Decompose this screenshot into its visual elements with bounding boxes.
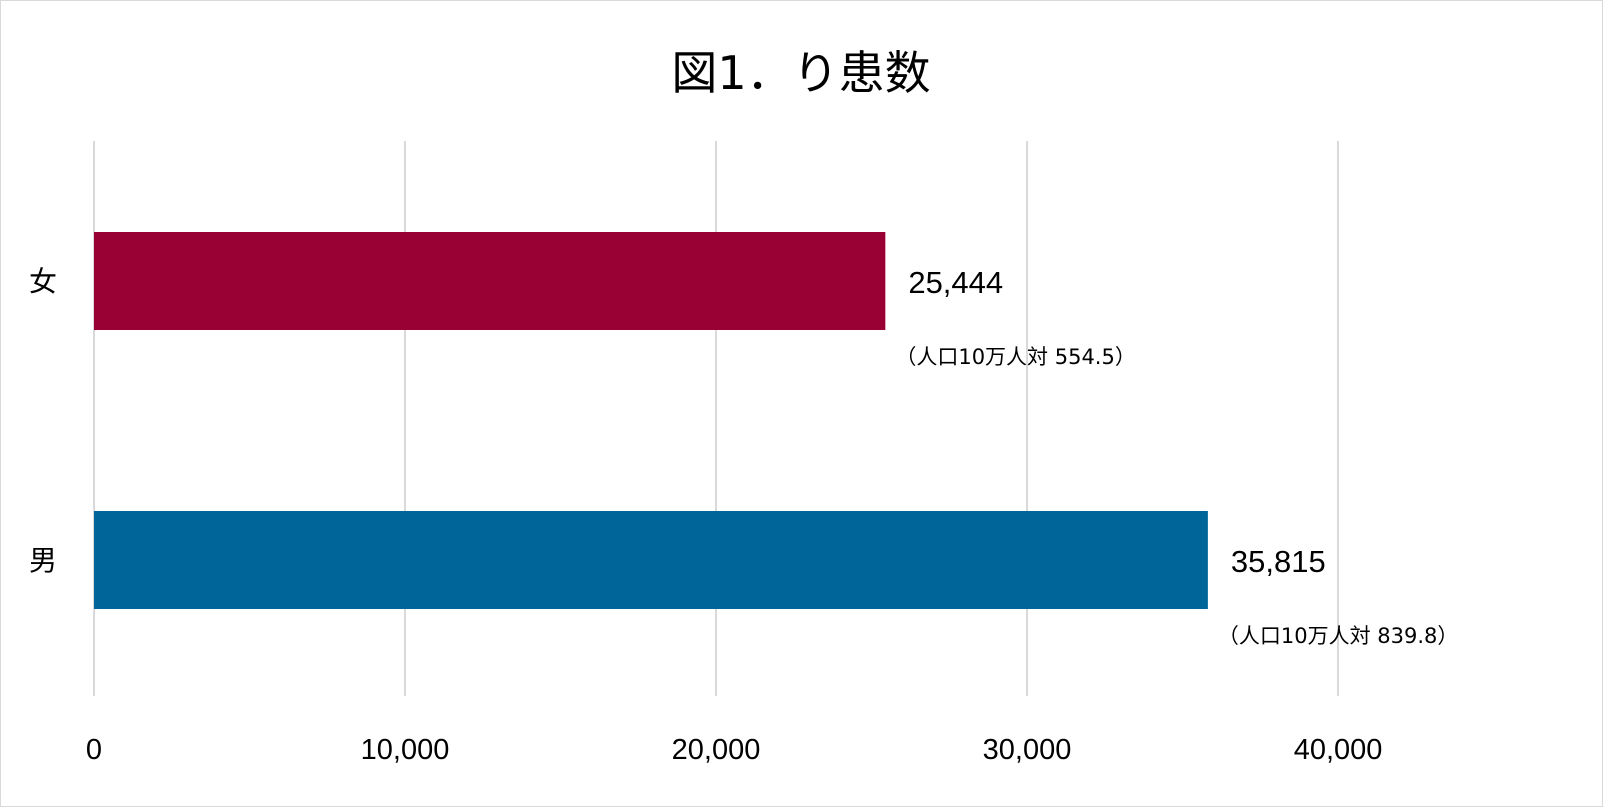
x-axis-tick-labels: 0 10,000 20,000 30,000 40,000 [86,734,1382,766]
gridlines [93,141,1340,696]
rate-label-female: （人口10万人対 554.5） [895,345,1136,369]
x-tick-label-10000: 10,000 [361,734,450,766]
bar-male [94,511,1208,609]
x-tick-label-0: 0 [86,734,102,766]
bar-female [94,232,886,330]
y-axis-category-labels: 女男 [29,265,57,577]
value-label-male: 35,815 [1231,544,1326,579]
chart-title: 図1．り患数 [671,46,930,100]
category-label-female: 女 [29,265,57,298]
bars [94,232,1208,609]
value-label-female: 25,444 [908,265,1003,300]
x-tick-label-20000: 20,000 [672,734,761,766]
x-tick-label-30000: 30,000 [983,734,1072,766]
x-tick-label-40000: 40,000 [1294,734,1383,766]
data-labels: 25,444 （人口10万人対 554.5） 35,815 （人口10万人対 839.… [895,265,1458,648]
category-label-male: 男 [29,544,57,577]
rate-label-male: （人口10万人対 839.8） [1218,624,1459,648]
